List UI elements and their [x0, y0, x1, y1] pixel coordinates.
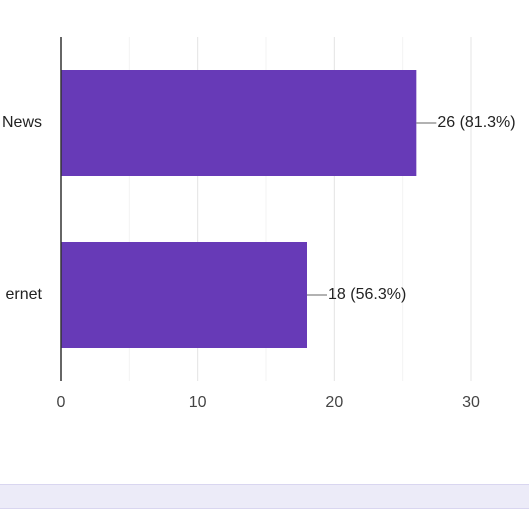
- x-tick-label: 20: [325, 394, 343, 411]
- chart: 0 10 20 30 News 26 (81.3%) ernet 18 (56.3%): [2, 37, 516, 411]
- data-label: 26 (81.3%): [437, 114, 515, 131]
- x-tick-label: 0: [57, 394, 66, 411]
- data-label: 18 (56.3%): [328, 286, 406, 303]
- bar: [61, 242, 307, 348]
- footer-band: [0, 484, 529, 509]
- x-tick-label: 30: [462, 394, 480, 411]
- bar: [61, 70, 417, 176]
- y-tick-label: News: [2, 114, 42, 131]
- x-tick-label: 10: [189, 394, 207, 411]
- y-tick-label: ernet: [6, 286, 43, 303]
